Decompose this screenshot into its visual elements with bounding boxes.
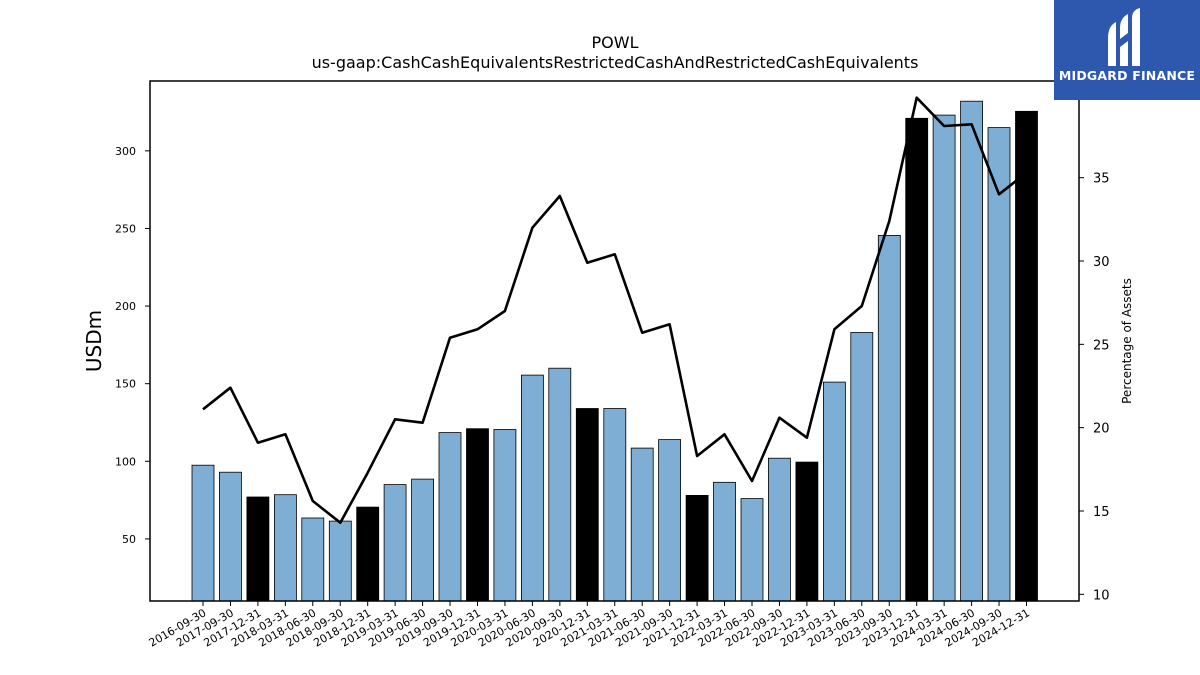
bar-2019-09-30 <box>438 432 462 602</box>
bar-2022-06-30 <box>740 498 764 602</box>
bar-2020-09-30 <box>548 367 572 602</box>
bar-2021-06-30 <box>630 447 654 602</box>
chart-title: POWL <box>592 33 639 52</box>
bar-2016-09-30 <box>191 464 215 602</box>
y-tick-label-300: 300 <box>115 145 136 158</box>
y2-tick-label-10: 10 <box>1093 588 1110 603</box>
y-axis-label: USDm <box>82 310 106 372</box>
bar-2023-09-30 <box>877 234 901 602</box>
bar-2022-12-31 <box>795 461 819 602</box>
chart-subtitle: us-gaap:CashCashEquivalentsRestrictedCas… <box>312 53 919 72</box>
bar-2020-06-30 <box>521 374 544 602</box>
y-tick-label-150: 150 <box>115 378 136 391</box>
series-line-percentage-of-assets <box>202 96 1028 525</box>
bar-2018-03-31 <box>273 494 297 602</box>
bar-2023-03-31 <box>823 381 846 602</box>
y2-axis-label: Percentage of Assets <box>1120 278 1134 404</box>
bar-2023-06-30 <box>850 332 874 602</box>
y-tick-label-50: 50 <box>122 533 136 546</box>
y-tick-label-100: 100 <box>115 455 136 468</box>
bar-2022-03-31 <box>713 481 736 602</box>
y2-tick-label-15: 15 <box>1093 505 1110 520</box>
midgard-finance-logo: MIDGARD FINANCE <box>1054 0 1200 100</box>
bar-2019-03-31 <box>383 484 407 602</box>
bar-2018-06-30 <box>301 517 325 602</box>
bar-2017-12-31 <box>246 496 270 602</box>
bar-2024-12-31 <box>1015 110 1038 602</box>
y2-tick-label-20: 20 <box>1093 422 1110 437</box>
logo-text: MIDGARD FINANCE <box>1058 68 1196 83</box>
plot-frame <box>149 80 1080 602</box>
bar-2021-03-31 <box>603 408 627 602</box>
bar-2018-09-30 <box>328 520 352 602</box>
bar-2022-09-30 <box>768 457 791 602</box>
logo-mark-icon <box>1108 8 1140 66</box>
y2-tick-label-35: 35 <box>1093 172 1110 187</box>
y-tick-label-250: 250 <box>115 222 136 235</box>
y-tick-label-200: 200 <box>115 300 136 313</box>
bar-2018-12-31 <box>356 506 380 602</box>
bar-2020-12-31 <box>575 408 599 602</box>
bar-2019-06-30 <box>411 478 435 602</box>
bar-2021-09-30 <box>658 439 681 602</box>
y2-tick-label-25: 25 <box>1093 338 1110 353</box>
bar-2024-06-30 <box>960 100 983 602</box>
bar-2024-09-30 <box>987 127 1011 602</box>
y2-tick-label-30: 30 <box>1093 255 1110 270</box>
bar-2023-12-31 <box>905 117 929 602</box>
bar-2021-12-31 <box>685 494 709 602</box>
bar-2019-12-31 <box>466 428 489 602</box>
bar-2020-03-31 <box>493 429 517 602</box>
bar-2017-09-30 <box>218 471 242 602</box>
bar-2024-03-31 <box>932 114 956 602</box>
